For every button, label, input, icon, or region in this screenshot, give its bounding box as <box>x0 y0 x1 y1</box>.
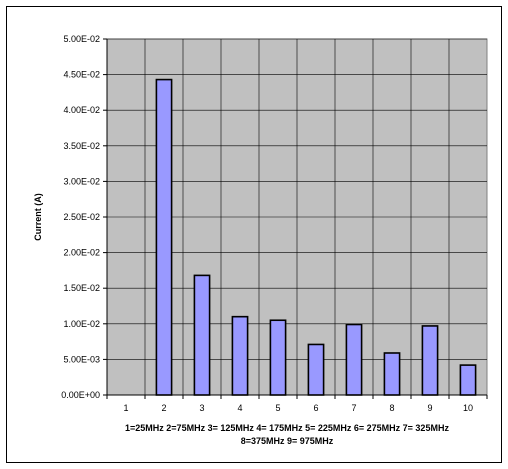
bar-5 <box>269 319 287 396</box>
bar-layer <box>155 78 477 396</box>
x-tick-label: 7 <box>351 403 356 413</box>
x-tick-label: 2 <box>161 403 166 413</box>
y-tick-label: 3.50E-02 <box>63 141 100 151</box>
y-tick-label: 4.00E-02 <box>63 105 100 115</box>
x-tick-label: 1 <box>123 403 128 413</box>
y-tick-label: 3.00E-02 <box>63 176 100 186</box>
y-axis-title: Current (A) <box>33 193 43 241</box>
y-tick-label: 0.00E+00 <box>61 390 100 400</box>
y-tick-label: 1.00E-02 <box>63 319 100 329</box>
y-tick-label: 2.50E-02 <box>63 212 100 222</box>
bar-3 <box>193 274 211 396</box>
bar-4 <box>231 315 249 396</box>
x-tick-label: 10 <box>463 403 473 413</box>
bar-10 <box>459 364 477 396</box>
x-axis-title-line-1: 1=25MHz 2=75MHz 3= 125MHz 4= 175MHz 5= 2… <box>125 423 449 433</box>
y-axis-ticks: 0.00E+00 5.00E-03 1.00E-02 1.50E-02 2.00E-02… <box>61 34 107 400</box>
bar-6 <box>307 343 325 396</box>
x-tick-label: 3 <box>199 403 204 413</box>
x-tick-label: 4 <box>237 403 242 413</box>
x-tick-label: 5 <box>275 403 280 413</box>
bar-2 <box>155 78 173 396</box>
y-tick-label: 2.00E-02 <box>63 248 100 258</box>
x-axis-ticks: 1 2 3 4 5 6 7 8 9 10 <box>106 395 488 413</box>
x-axis-title-line-2: 8=375MHz 9= 975MHz <box>241 436 334 446</box>
x-tick-label: 6 <box>313 403 318 413</box>
y-tick-label: 5.00E-03 <box>63 354 100 364</box>
bar-9 <box>421 325 439 396</box>
y-tick-label: 1.50E-02 <box>63 283 100 293</box>
y-tick-label: 5.00E-02 <box>63 34 100 44</box>
x-tick-label: 9 <box>427 403 432 413</box>
y-tick-label: 4.50E-02 <box>63 70 100 80</box>
bar-8 <box>383 352 401 396</box>
x-tick-label: 8 <box>389 403 394 413</box>
bar-7 <box>345 323 363 396</box>
